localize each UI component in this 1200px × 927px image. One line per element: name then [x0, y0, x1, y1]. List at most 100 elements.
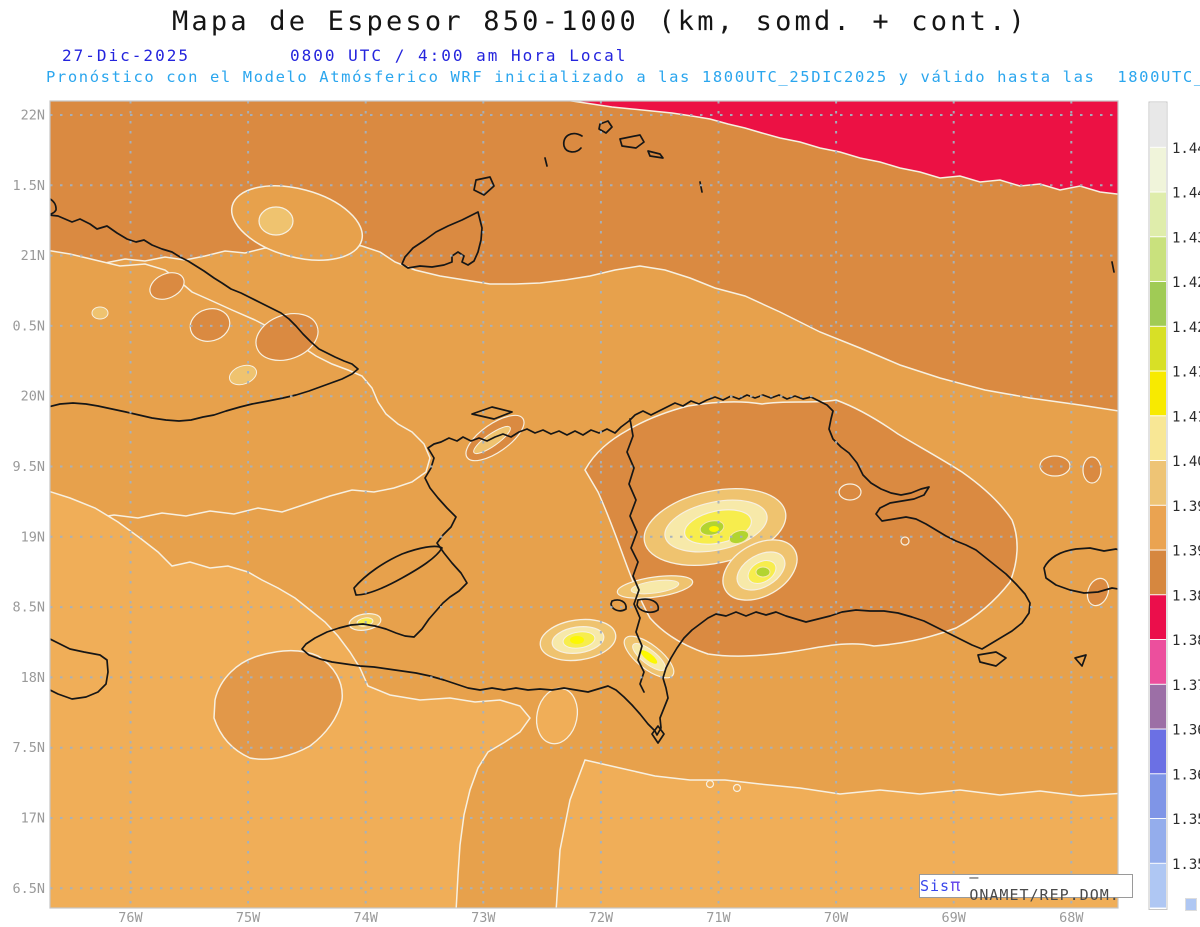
dark-blob-east-3: [838, 483, 862, 501]
tan-patch-cuba-1: [91, 306, 109, 320]
y-tick-label: 19N: [21, 529, 45, 545]
colorbar-label: 1.35: [1172, 857, 1200, 873]
y-axis: 22N 1.5N 21N 0.5N 20N 9.5N 19N 8.5N 18N …: [12, 108, 45, 897]
colorbar-label: 1.368: [1172, 723, 1200, 739]
colorbar-segment: [1150, 461, 1166, 505]
colorbar-segment: [1150, 416, 1166, 461]
x-tick-label: 69W: [942, 910, 967, 926]
valid-time: 0800 UTC / 4:00 am Hora Local: [290, 46, 628, 65]
coastline-islet-se: [1074, 654, 1087, 667]
colorbar-label: 1.41: [1172, 409, 1200, 425]
coastline-jamaica: [50, 638, 109, 700]
x-tick-label: 70W: [824, 910, 849, 926]
x-tick-label: 76W: [118, 910, 143, 926]
x-tick-label: 72W: [589, 910, 614, 926]
colorbar-label: 1.392: [1172, 544, 1200, 560]
mountain-maxima-east-spot: [722, 539, 798, 601]
coastline-turks-hook: [562, 132, 583, 153]
mountain-maxima-bahoruco: [539, 618, 617, 662]
dark-blob-east-2: [1082, 456, 1102, 484]
band-1398-1404-south: [555, 759, 1118, 908]
tan-patch-north-cuba: [258, 206, 294, 236]
pi-icon: π: [950, 876, 962, 896]
band-1380-1386: [566, 101, 1118, 195]
x-tick-label: 75W: [236, 910, 261, 926]
colorbar-label: 1.362: [1172, 767, 1200, 783]
page-title: Mapa de Espesor 850-1000 (km, somd. + co…: [171, 6, 1029, 37]
colorbar-segment: [1150, 863, 1166, 908]
agency-label: – ONAMET/REP.DOM.: [969, 868, 1120, 904]
colorbar-segment: [1150, 684, 1166, 729]
thickness-field: [30, 101, 1118, 908]
coastline-cay-hook: [50, 197, 57, 216]
contour-pocket-north-cuba: [230, 185, 364, 261]
colorbar-segment: [1150, 282, 1166, 326]
y-tick-label: 18N: [21, 670, 45, 686]
dark-region-hispaniola: [584, 399, 1018, 657]
colorbar-segment: [1150, 326, 1166, 371]
contour-ring-2: [705, 779, 715, 789]
y-tick-label: 6.5N: [12, 881, 45, 897]
x-tick-label: 71W: [706, 910, 731, 926]
coastline-caicos-3: [647, 150, 664, 159]
contour-ring-3: [732, 783, 742, 793]
colorbar: 1.446 1.44 1.434 1.428 1.422 1.416 1.41 …: [1148, 101, 1200, 910]
coastline-caicos-1: [598, 120, 613, 134]
colorbar-segment: [1150, 550, 1166, 595]
coastline-gonave: [353, 545, 443, 596]
dark-patch-cuba-1: [149, 272, 185, 300]
colorbar-segment: [1150, 640, 1166, 684]
colorbar-label: 1.44: [1172, 186, 1200, 202]
colorbar-segment: [1150, 192, 1166, 237]
dark-blob-east-1: [1039, 455, 1071, 477]
coastline-cay-dash-2: [699, 181, 703, 193]
colorbar-label: 1.356: [1172, 812, 1200, 828]
colorbar-segment: [1150, 147, 1166, 192]
coastline-cay-dash-3: [1111, 261, 1115, 273]
y-tick-label: 7.5N: [12, 740, 45, 756]
colorbar-segment: [1150, 505, 1166, 550]
tan-patch-cuba-2: [228, 364, 258, 386]
coastline-hispaniola: [301, 394, 1031, 736]
colorbar-label: 1.404: [1172, 454, 1200, 470]
y-tick-label: 22N: [21, 108, 45, 124]
colorbar-undercap: [1185, 898, 1197, 911]
coastline-great-inagua: [401, 211, 483, 269]
y-tick-label: 9.5N: [12, 459, 45, 475]
colorbar-segment: [1150, 103, 1166, 147]
branding-box: Sis π – ONAMET/REP.DOM.: [919, 868, 1133, 904]
colorbar-segment: [1150, 595, 1166, 640]
coastline-cay-hook-2: [30, 226, 43, 236]
sispi-logo: Sis: [920, 877, 951, 895]
border-haiti-dr: [626, 418, 645, 693]
coastline-tortuga: [471, 406, 513, 420]
colorbar-segment: [1150, 819, 1166, 863]
lake-enriquillo: [636, 598, 660, 614]
coastline-little-inagua: [473, 176, 495, 196]
coastline-cay-dash-1: [544, 157, 548, 167]
y-tick-label: 20N: [21, 389, 45, 405]
map-frame: [49, 100, 1119, 909]
coastline-cuba: [50, 214, 359, 422]
x-tick-label: 74W: [354, 910, 379, 926]
x-tick-label: 73W: [471, 910, 496, 926]
colorbar-label: 1.422: [1172, 320, 1200, 336]
contour-ring-1: [900, 536, 910, 546]
y-tick-label: 0.5N: [12, 318, 45, 334]
colorbar-segment: [1150, 774, 1166, 819]
colorbar-label: 1.374: [1172, 678, 1200, 694]
colorbar-label: 1.434: [1172, 230, 1200, 246]
colorbar-segment: [1150, 371, 1166, 416]
colorbar-label: 1.446: [1172, 141, 1200, 157]
y-tick-label: 1.5N: [12, 178, 45, 194]
coastline-puerto-rico: [1043, 547, 1118, 594]
x-axis: 76W 75W 74W 73W 72W 71W 70W 69W 68W: [118, 910, 1084, 926]
y-tick-label: 8.5N: [12, 600, 45, 616]
x-tick-label: 68W: [1059, 910, 1084, 926]
colorbar-label: 1.416: [1172, 365, 1200, 381]
colorbar-label: 1.428: [1172, 275, 1200, 291]
tan-patch-north-haiti: [473, 425, 511, 455]
colorbar-segment: [1150, 237, 1166, 282]
